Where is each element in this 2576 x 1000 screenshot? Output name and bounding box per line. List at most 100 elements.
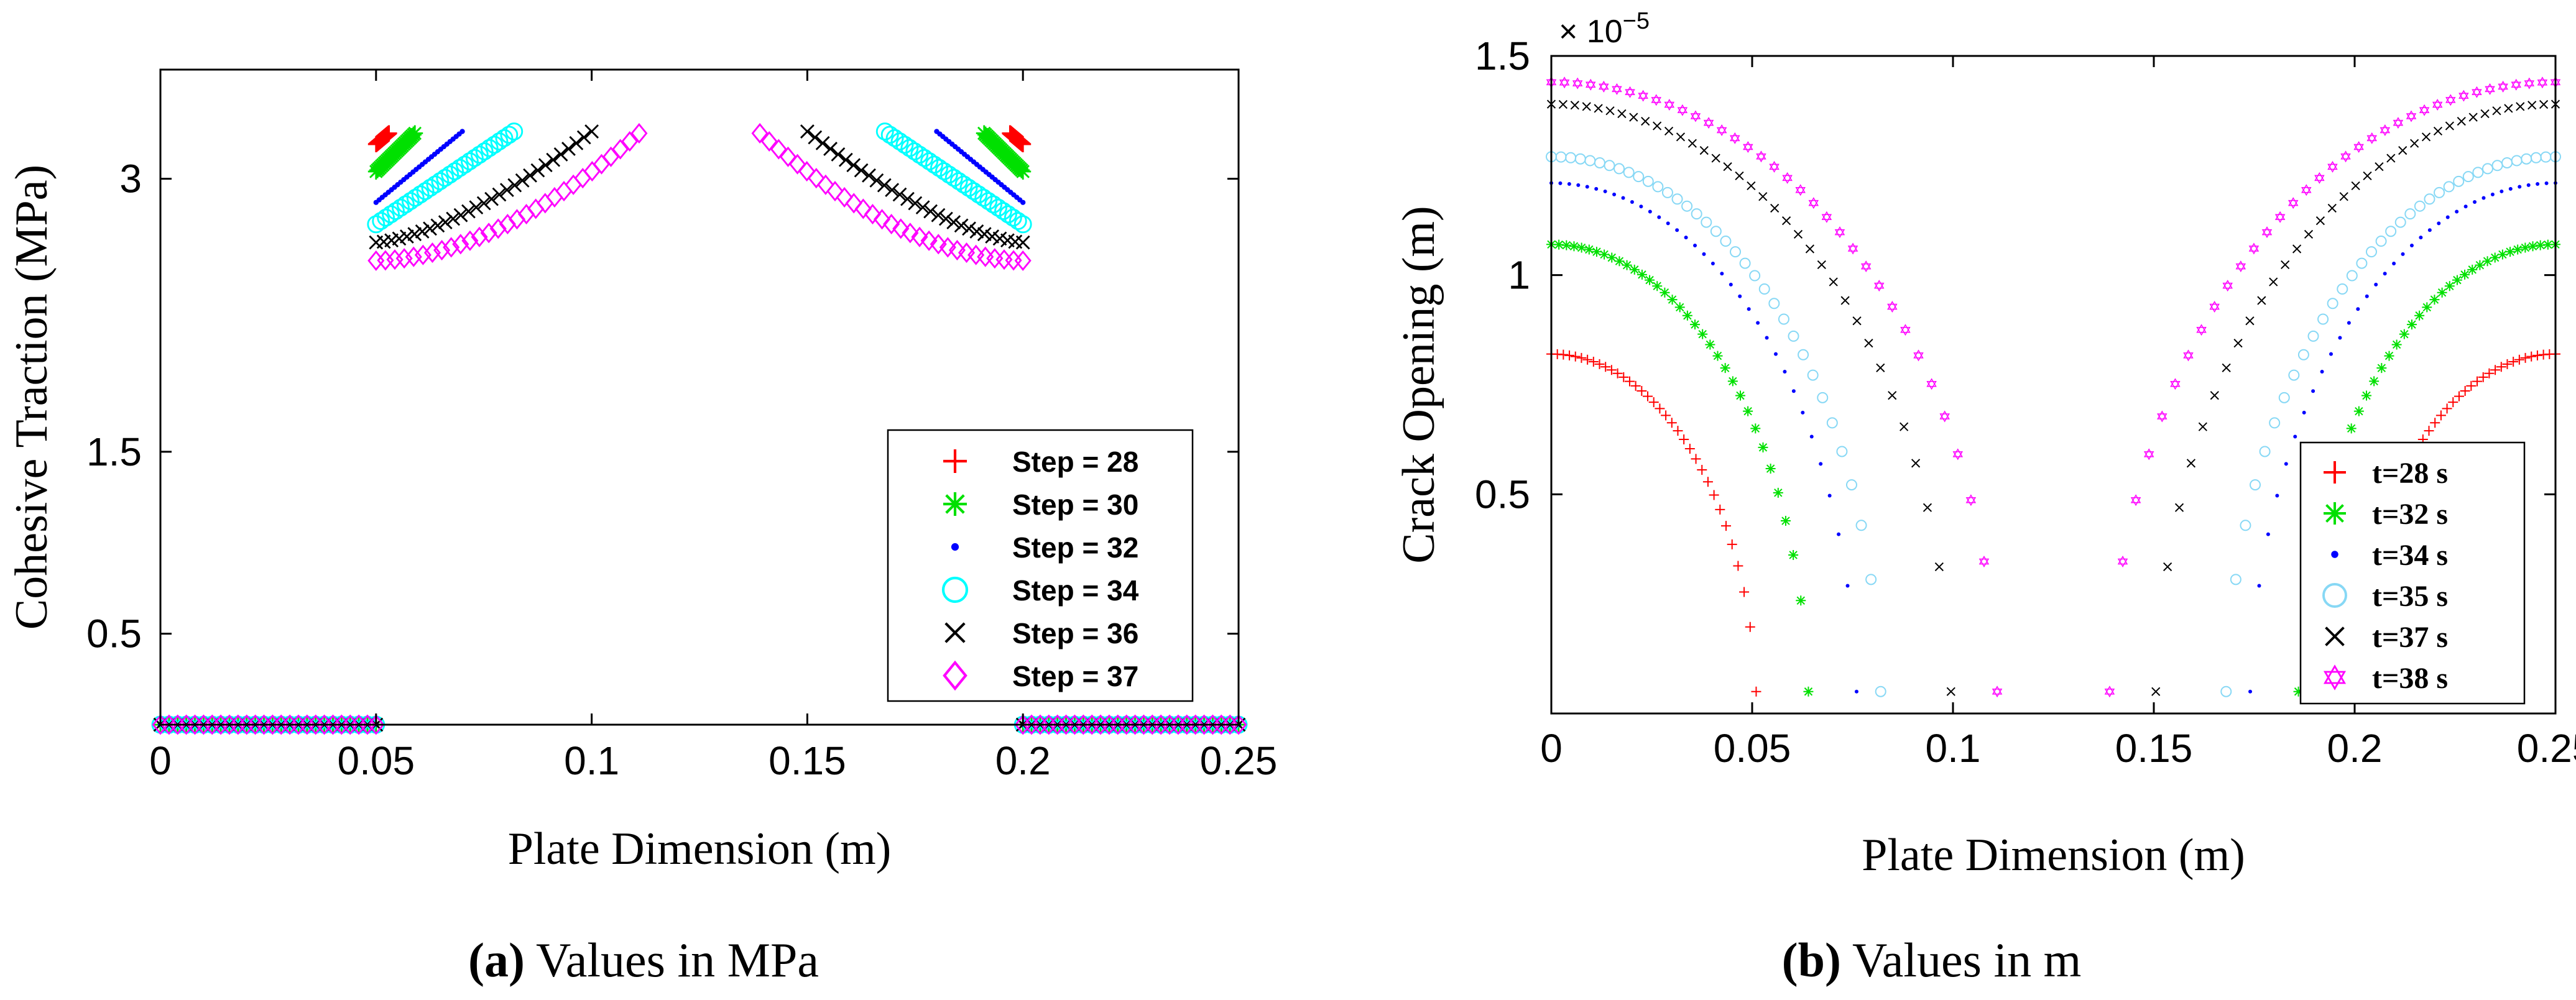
point [452, 234, 469, 255]
point [925, 155, 943, 174]
point [2375, 236, 2387, 247]
point [584, 124, 599, 139]
point [1876, 363, 1885, 372]
point [2235, 260, 2246, 273]
point [1735, 171, 1744, 181]
point [1657, 215, 1661, 219]
point [1576, 183, 1581, 187]
point [1774, 352, 1778, 356]
point [954, 175, 973, 194]
point [2174, 503, 2184, 512]
point [1805, 244, 1815, 254]
point [1801, 410, 1805, 415]
point [1584, 244, 1594, 255]
point [1769, 160, 1780, 173]
point [2432, 99, 2443, 111]
point [1639, 204, 1643, 209]
point [2340, 150, 2351, 163]
point [2315, 216, 2325, 226]
point [935, 162, 953, 180]
point [964, 182, 983, 200]
legend-label: t=38 s [2372, 662, 2448, 695]
point [2220, 686, 2232, 697]
point [808, 130, 823, 145]
point [490, 132, 509, 150]
point [1630, 380, 1641, 391]
legend-label: Step = 34 [1012, 574, 1139, 607]
point [989, 198, 1007, 217]
point [537, 193, 554, 214]
point [515, 173, 530, 188]
point [2539, 99, 2549, 109]
point [555, 181, 573, 202]
point [1558, 181, 1563, 185]
point [1682, 310, 1692, 321]
point-zero [1230, 714, 1247, 735]
point [959, 178, 978, 197]
plot-frame [159, 68, 1240, 726]
point [459, 129, 465, 134]
point [480, 222, 497, 244]
point [944, 168, 963, 187]
point [1720, 363, 1730, 374]
point [1778, 313, 1789, 325]
point [2505, 247, 2516, 257]
point [1699, 145, 1709, 155]
point [453, 208, 468, 222]
point [1738, 294, 1742, 298]
point [838, 152, 853, 167]
point [2311, 389, 2315, 393]
point [1554, 239, 1564, 250]
point [1684, 444, 1695, 454]
point [500, 126, 519, 144]
point [1888, 391, 1897, 400]
point [465, 149, 484, 167]
point [900, 191, 915, 206]
point [2409, 243, 2414, 247]
point [1675, 228, 1679, 232]
point [883, 214, 900, 235]
point [1808, 197, 1819, 209]
point [399, 229, 414, 244]
point [1638, 89, 1648, 102]
point [1594, 186, 1599, 191]
point [2537, 76, 2548, 89]
point [2481, 163, 2493, 175]
point [2183, 349, 2194, 362]
point [480, 139, 499, 157]
point [892, 218, 910, 239]
point [1633, 171, 1645, 183]
point [546, 186, 563, 208]
point [2314, 172, 2325, 184]
point [1664, 99, 1675, 111]
x-tick-label: 0 [1540, 726, 1563, 771]
point [433, 239, 451, 261]
series-5 [152, 122, 1247, 735]
point [2472, 86, 2482, 98]
point [2467, 264, 2478, 275]
point [2261, 226, 2273, 239]
point [1652, 281, 1663, 291]
point [2472, 167, 2484, 178]
point [1564, 350, 1575, 360]
point [1807, 369, 1819, 381]
point [908, 196, 923, 211]
point [2398, 145, 2407, 155]
point [920, 152, 939, 170]
point [2496, 362, 2506, 372]
point [1679, 434, 1689, 445]
point [1614, 256, 1625, 267]
point [974, 188, 993, 207]
point [2414, 310, 2425, 321]
point [2293, 686, 2304, 697]
legend-marker [944, 622, 966, 643]
point [2518, 185, 2522, 189]
point [395, 248, 413, 269]
point [377, 208, 395, 227]
point [426, 175, 445, 194]
point [911, 226, 928, 247]
point [2421, 132, 2431, 142]
point [1803, 686, 1814, 697]
point [760, 131, 778, 152]
point [2356, 307, 2360, 311]
